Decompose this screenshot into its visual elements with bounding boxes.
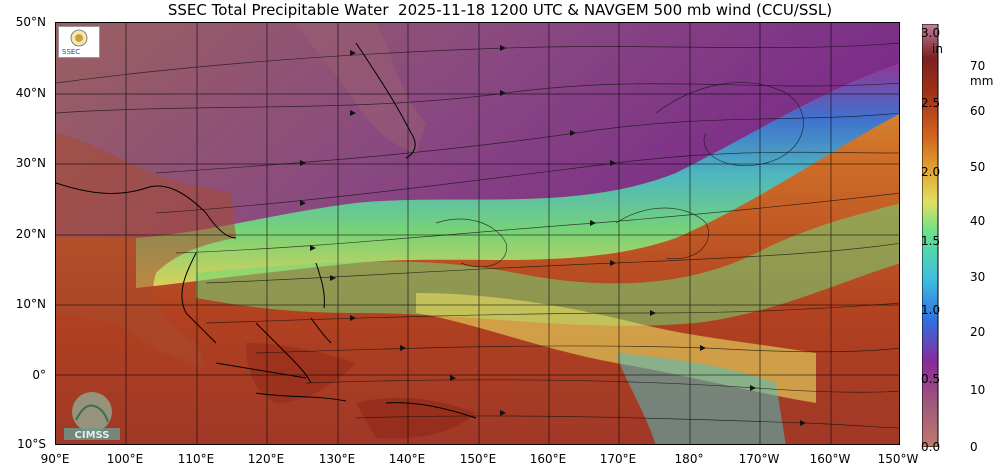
ssec-logo: SSEC bbox=[58, 26, 100, 58]
mm-tick-20: 20 bbox=[970, 325, 986, 339]
tpw-map bbox=[55, 22, 900, 445]
lon-label-150e: 150°E bbox=[459, 452, 497, 466]
lat-label-40n: 40°N bbox=[15, 86, 46, 100]
colorbar-mm-unit: mm bbox=[970, 74, 994, 88]
mm-tick-10: 10 bbox=[970, 383, 986, 397]
lon-label-170w: 170°W bbox=[738, 452, 780, 466]
mm-tick-40: 40 bbox=[970, 214, 986, 228]
lon-label-120e: 120°E bbox=[247, 452, 285, 466]
mm-tick-50: 50 bbox=[970, 160, 986, 174]
lat-label-10s: 10°S bbox=[17, 437, 46, 451]
in-tick-2.0: 2.0 bbox=[921, 165, 941, 179]
lon-label-100e: 100°E bbox=[106, 452, 144, 466]
lon-label-170e: 170°E bbox=[599, 452, 637, 466]
lon-label-180: 180° bbox=[674, 452, 704, 466]
lon-label-150w: 150°W bbox=[877, 452, 919, 466]
tpw-field bbox=[56, 23, 899, 444]
lon-label-140e: 140°E bbox=[388, 452, 426, 466]
lat-label-20n: 20°N bbox=[15, 227, 46, 241]
mm-tick-0: 0 bbox=[970, 440, 978, 454]
colorbar-in-unit: in bbox=[932, 42, 943, 56]
lon-label-90e: 90°E bbox=[40, 452, 70, 466]
in-tick-0.0: 0.0 bbox=[921, 440, 941, 454]
lat-label-50n: 50°N bbox=[15, 15, 46, 29]
in-tick-1.0: 1.0 bbox=[921, 303, 941, 317]
svg-text:CIMSS: CIMSS bbox=[75, 430, 110, 441]
in-tick-3.0: 3.0 bbox=[921, 26, 941, 40]
lon-label-110e: 110°E bbox=[177, 452, 215, 466]
in-tick-2.5: 2.5 bbox=[921, 96, 941, 110]
lon-label-160w: 160°W bbox=[809, 452, 851, 466]
lat-label-0: 0° bbox=[32, 368, 46, 382]
mm-tick-60: 60 bbox=[970, 104, 986, 118]
in-tick-1.5: 1.5 bbox=[921, 234, 941, 248]
lon-label-130e: 130°E bbox=[318, 452, 356, 466]
mm-tick-30: 30 bbox=[970, 270, 986, 284]
map-title: SSEC Total Precipitable Water 2025-11-18… bbox=[167, 1, 833, 19]
lon-label-160e: 160°E bbox=[529, 452, 567, 466]
tpw-colorbar bbox=[921, 23, 964, 448]
lat-label-30n: 30°N bbox=[15, 156, 46, 170]
cimss-logo: CIMSS bbox=[58, 390, 126, 442]
in-tick-0.5: 0.5 bbox=[921, 372, 941, 386]
lat-label-10n: 10°N bbox=[15, 297, 46, 311]
mm-tick-70: 70 bbox=[970, 59, 986, 73]
svg-text:SSEC: SSEC bbox=[62, 48, 80, 56]
